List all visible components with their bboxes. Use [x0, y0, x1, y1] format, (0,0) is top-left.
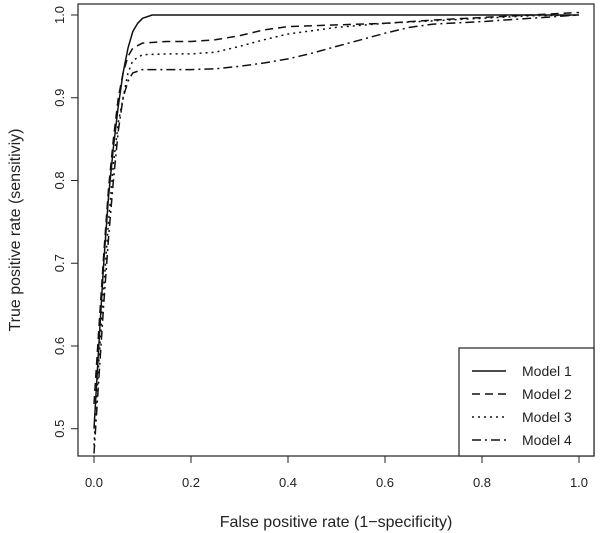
y-tick-label: 1.0 [52, 6, 67, 24]
legend-box [458, 347, 595, 457]
x-tick-label: 0.2 [182, 475, 200, 490]
series-line-model-3 [93, 14, 580, 446]
legend-label-model-3: Model 3 [522, 409, 572, 425]
y-tick-label: 0.6 [52, 337, 67, 355]
x-tick-label: 0.6 [376, 475, 394, 490]
series-layer [93, 11, 580, 454]
legend-label-model-4: Model 4 [522, 432, 572, 448]
y-tick-label: 0.9 [52, 89, 67, 107]
y-tick-label: 0.7 [52, 254, 67, 272]
x-tick-label: 0.8 [473, 475, 491, 490]
legend-label-model-1: Model 1 [522, 363, 572, 379]
series-line-model-4 [93, 14, 580, 454]
y-tick-label: 0.8 [52, 171, 67, 189]
y-tick-label: 0.5 [52, 420, 67, 438]
legend: Model 1 Model 2 Model 3 Model 4 [458, 347, 595, 457]
legend-label-model-2: Model 2 [522, 386, 572, 402]
x-axis-label: False positive rate (1−specificity) [220, 514, 453, 531]
series-line-model-2 [93, 11, 580, 404]
y-axis: 0.5 0.6 0.7 0.8 0.9 1.0 [52, 6, 79, 438]
x-tick-label: 0.4 [279, 475, 297, 490]
x-axis: 0.0 0.2 0.4 0.6 0.8 1.0 [85, 455, 588, 490]
x-tick-label: 0.0 [85, 475, 103, 490]
y-axis-label: True positive rate (sensitiviy) [7, 128, 24, 331]
x-tick-label: 1.0 [570, 475, 588, 490]
